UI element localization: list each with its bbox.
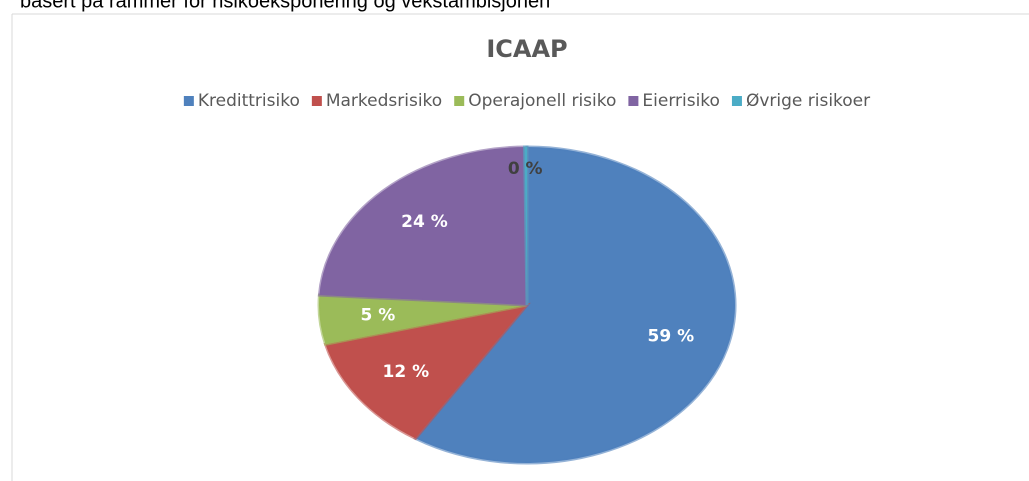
legend-label: Markedsrisiko (326, 91, 442, 111)
pie-slice (522, 145, 529, 306)
legend-swatch (183, 96, 194, 106)
legend-swatch (628, 96, 639, 106)
data-label: 24 % (401, 212, 448, 232)
pie: 59 % 12 % 5 % 24 % 0 % (317, 145, 737, 465)
data-label: 5 % (361, 306, 396, 326)
legend-swatch (311, 96, 322, 106)
legend-swatch (454, 96, 465, 106)
pie-slice (317, 145, 529, 307)
chart-title: ICAAP (486, 35, 567, 63)
legend-swatch (731, 96, 742, 106)
legend-label: Kredittrisiko (198, 91, 300, 111)
data-label: 12 % (383, 362, 430, 382)
pie-slice (323, 302, 531, 441)
caption: basert på rammer for risikoeksponering o… (20, 0, 550, 12)
legend-label: Eierrisiko (642, 91, 720, 111)
pie-slice (413, 145, 737, 465)
legend-label: Øvrige risikoer (746, 91, 870, 111)
data-label: 59 % (648, 327, 695, 347)
legend-label: Operajonell risiko (468, 91, 616, 111)
data-label: 0 % (508, 159, 543, 179)
legend: Kredittrisiko Markedsrisiko Operajonell ri… (183, 91, 870, 111)
